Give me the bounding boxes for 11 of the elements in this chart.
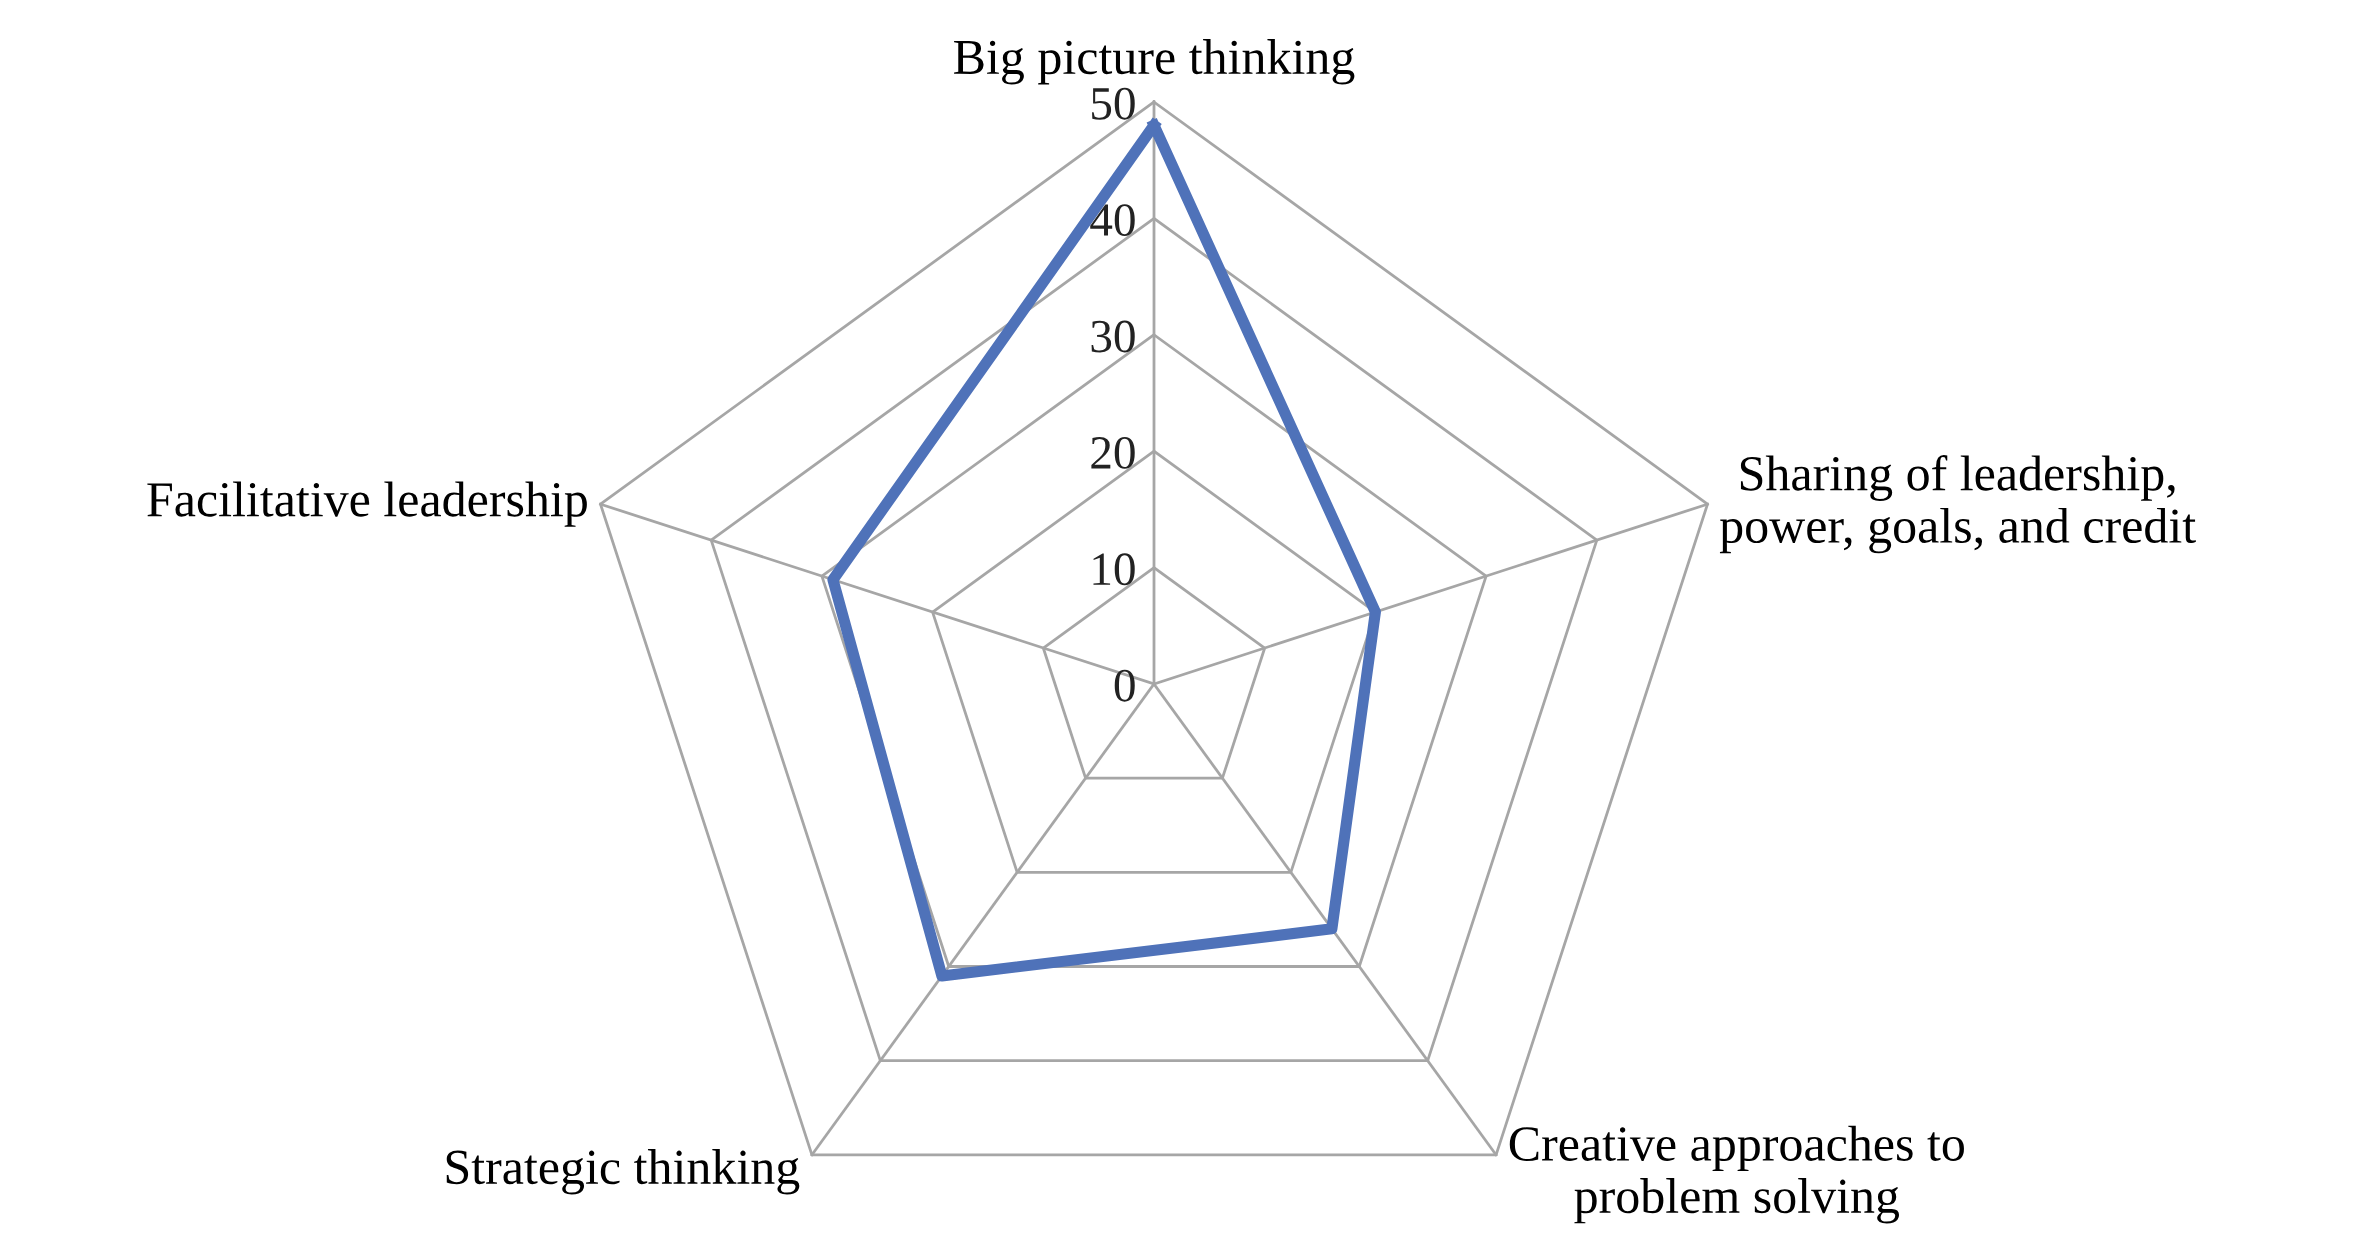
y-tick-label: 40: [1090, 204, 1135, 237]
y-tick-label: 10: [1093, 553, 1135, 586]
y-tick-label: 20: [1091, 436, 1135, 469]
spoke-label: Big picture thinking: [954, 39, 1355, 85]
y-tick-label: 0: [1114, 669, 1135, 702]
spoke-label: Sharing of leadership, power, goals, and credit: [1719, 454, 2196, 554]
spoke-label: Facilitative leadership: [147, 481, 587, 527]
y-tick-label: 30: [1091, 320, 1135, 353]
spoke-label: Strategic thinking: [446, 1149, 800, 1195]
y-tick-label: 50: [1092, 87, 1135, 120]
spoke-label: Creative approaches to problem solving: [1509, 1125, 1964, 1224]
